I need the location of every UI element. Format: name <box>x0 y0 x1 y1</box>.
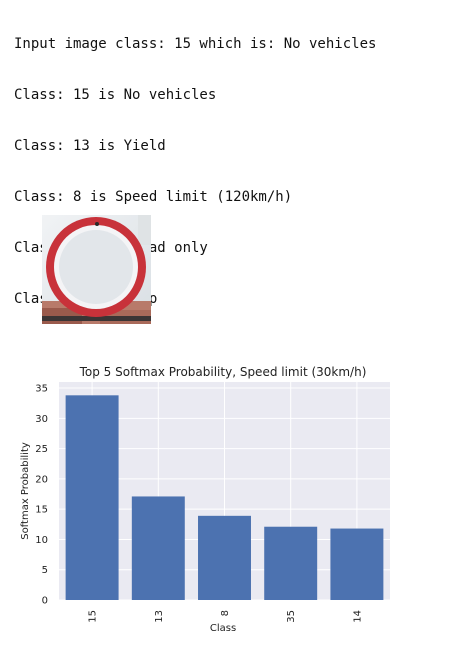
x-tick-label: 8 <box>220 610 231 616</box>
bar-class-13 <box>131 496 185 600</box>
y-tick-label: 35 <box>35 384 48 395</box>
console-line-prediction-3: Class: 8 is Speed limit (120km/h) <box>14 189 293 205</box>
y-tick-label: 10 <box>35 535 48 546</box>
no-vehicles-sign-image <box>42 215 151 324</box>
x-axis-label: Class <box>210 623 236 634</box>
bar-class-14 <box>330 528 384 600</box>
x-tick-label: 14 <box>352 610 363 623</box>
chart-title: Top 5 Softmax Probability, Speed limit (… <box>79 365 367 379</box>
console-line-input-class: Input image class: 15 which is: No vehic… <box>14 36 377 52</box>
x-tick-label: 13 <box>154 610 165 623</box>
bar-class-15 <box>65 395 119 600</box>
softmax-bar-chart: Top 5 Softmax Probability, Speed limit (… <box>20 365 390 634</box>
y-tick-labels: 0 5 10 15 20 25 30 35 <box>35 384 48 607</box>
bars <box>65 395 384 600</box>
x-tick-label: 15 <box>88 610 99 623</box>
y-tick-label: 0 <box>42 596 48 607</box>
console-line-prediction-2: Class: 13 is Yield <box>14 138 166 154</box>
input-sign-image <box>42 215 151 324</box>
y-tick-label: 30 <box>35 414 48 425</box>
bar-class-35 <box>264 526 318 600</box>
y-tick-label: 25 <box>35 444 48 455</box>
bar-class-8 <box>198 515 251 600</box>
y-tick-label: 5 <box>42 565 48 576</box>
y-axis-label: Softmax Probability <box>20 442 31 540</box>
y-tick-label: 20 <box>35 474 48 485</box>
x-tick-label: 35 <box>286 610 297 623</box>
console-line-prediction-1: Class: 15 is No vehicles <box>14 87 217 103</box>
y-tick-label: 15 <box>35 505 48 516</box>
x-tick-labels: 15 13 8 35 14 <box>88 610 364 623</box>
softmax-chart: Top 5 Softmax Probability, Speed limit (… <box>0 360 460 650</box>
